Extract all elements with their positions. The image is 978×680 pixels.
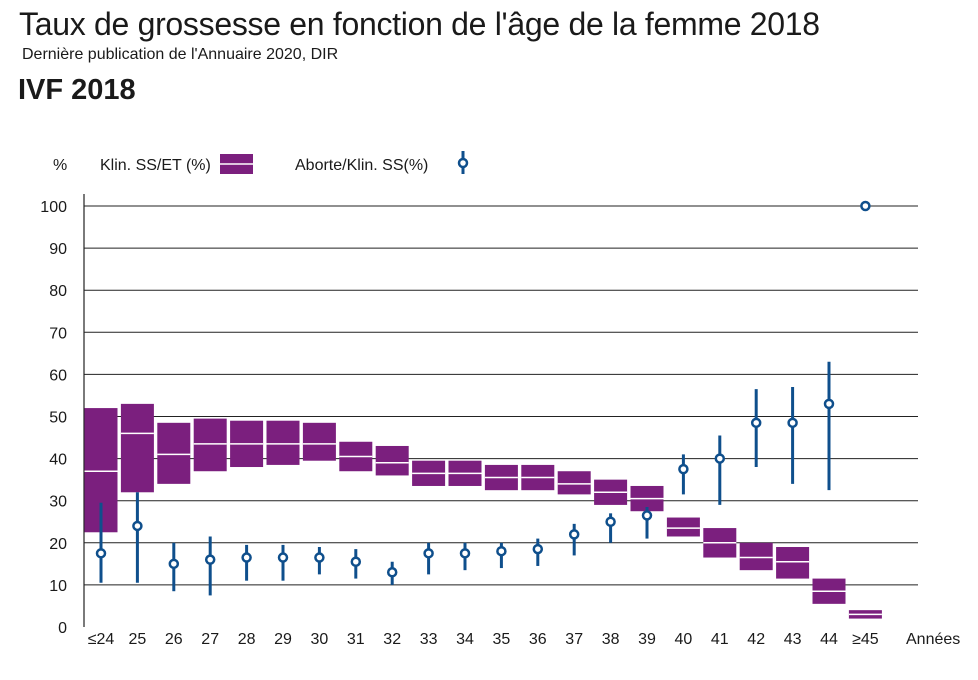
y-tick-label: 70 bbox=[49, 325, 67, 342]
data-point bbox=[241, 552, 252, 563]
data-point bbox=[314, 552, 325, 563]
x-tick-label: 44 bbox=[820, 631, 838, 648]
data-point bbox=[860, 200, 871, 212]
x-tick-label: 31 bbox=[347, 631, 365, 648]
chart-subtitle: Dernière publication de l'Annuaire 2020,… bbox=[22, 46, 339, 63]
legend-dot-label: Aborte/Klin. SS(%) bbox=[295, 157, 428, 174]
box-bar bbox=[375, 445, 409, 476]
data-point bbox=[132, 520, 143, 532]
x-tick-label: ≤24 bbox=[88, 631, 115, 648]
x-tick-label: 28 bbox=[238, 631, 256, 648]
y-tick-label: 0 bbox=[58, 620, 67, 637]
data-point bbox=[823, 398, 835, 410]
box-bar bbox=[302, 422, 336, 461]
y-tick-label: 50 bbox=[49, 410, 67, 427]
x-tick-label: 33 bbox=[420, 631, 438, 648]
data-point bbox=[496, 545, 507, 557]
y-axis-unit: % bbox=[53, 157, 67, 174]
legend-box-label: Klin. SS/ET (%) bbox=[100, 157, 211, 174]
x-tick-label: ≥45 bbox=[852, 631, 879, 648]
y-tick-label: 10 bbox=[49, 578, 67, 595]
x-tick-label: 43 bbox=[784, 631, 802, 648]
x-tick-label: 40 bbox=[675, 631, 693, 648]
y-tick-label: 40 bbox=[49, 452, 67, 469]
y-tick-label: 90 bbox=[49, 241, 67, 258]
legend-dot bbox=[457, 157, 469, 169]
x-tick-label: 37 bbox=[565, 631, 583, 648]
box-bar bbox=[666, 517, 700, 537]
x-tick-label: 29 bbox=[274, 631, 292, 648]
data-point bbox=[532, 543, 544, 555]
box-bar bbox=[776, 547, 810, 579]
data-point bbox=[277, 552, 289, 563]
box-bar bbox=[193, 418, 227, 472]
y-tick-label: 80 bbox=[49, 283, 67, 300]
x-tick-label: 41 bbox=[711, 631, 729, 648]
data-point bbox=[95, 548, 107, 559]
box-bar bbox=[157, 422, 191, 484]
data-point bbox=[350, 556, 362, 567]
x-tick-label: 39 bbox=[638, 631, 656, 648]
x-tick-label: 38 bbox=[602, 631, 620, 648]
y-tick-label: 60 bbox=[49, 367, 67, 384]
box-bar bbox=[557, 471, 591, 495]
data-point bbox=[750, 417, 762, 429]
data-point bbox=[168, 558, 180, 570]
box-bar bbox=[266, 420, 300, 465]
data-point bbox=[605, 516, 616, 527]
x-tick-label: 42 bbox=[747, 631, 765, 648]
data-point bbox=[423, 548, 434, 559]
x-tick-label: 36 bbox=[529, 631, 547, 648]
x-tick-label: 27 bbox=[201, 631, 219, 648]
y-tick-label: 100 bbox=[40, 199, 67, 216]
data-point bbox=[787, 417, 798, 429]
data-point bbox=[459, 548, 471, 559]
x-tick-label: 35 bbox=[493, 631, 511, 648]
x-tick-label: 34 bbox=[456, 631, 474, 648]
data-point bbox=[386, 567, 398, 578]
chart-heading: IVF 2018 bbox=[18, 74, 136, 106]
data-point bbox=[678, 463, 689, 475]
x-tick-label: 32 bbox=[383, 631, 401, 648]
box-bar bbox=[739, 542, 773, 571]
data-point bbox=[641, 510, 653, 521]
data-point bbox=[714, 453, 726, 464]
y-tick-label: 20 bbox=[49, 536, 67, 553]
data-point bbox=[204, 554, 216, 565]
x-axis-unit: Années bbox=[906, 631, 960, 648]
y-tick-label: 30 bbox=[49, 494, 67, 511]
x-tick-label: 25 bbox=[129, 631, 147, 648]
chart-title: Taux de grossesse en fonction de l'âge d… bbox=[19, 6, 820, 42]
data-point bbox=[568, 529, 580, 540]
x-tick-label: 30 bbox=[311, 631, 329, 648]
box-bar bbox=[120, 403, 154, 493]
x-tick-label: 26 bbox=[165, 631, 183, 648]
